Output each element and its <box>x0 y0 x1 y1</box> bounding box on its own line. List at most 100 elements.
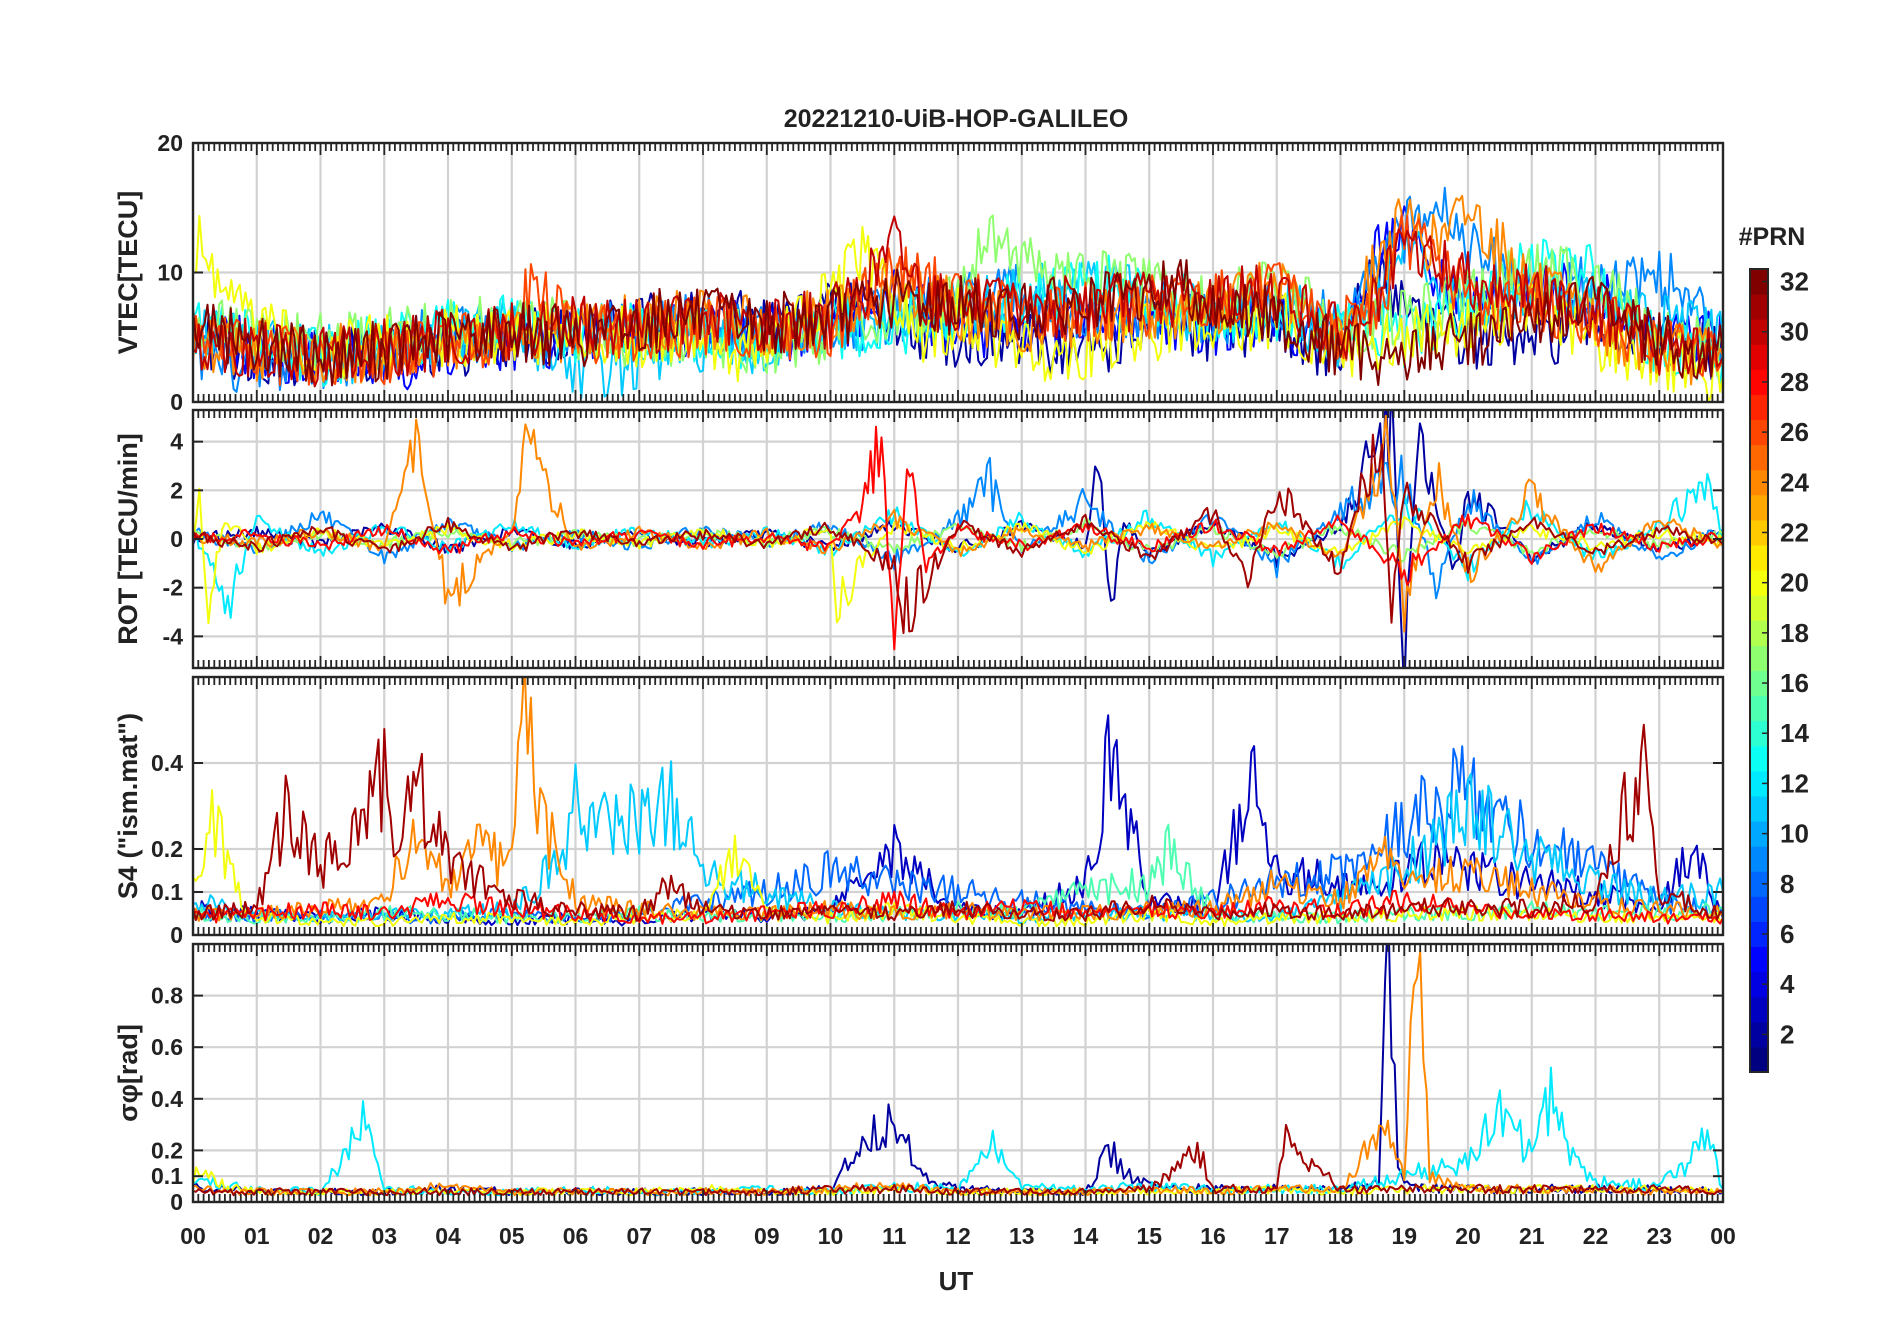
colorbar-segment <box>1750 570 1768 596</box>
x-tick-label: 22 <box>1583 1223 1609 1249</box>
grid <box>191 410 1725 668</box>
y-tick-label: 0 <box>170 1189 183 1215</box>
y-tick-label: 0.8 <box>151 983 183 1009</box>
colorbar-segment <box>1750 871 1768 897</box>
x-tick-label: 03 <box>371 1223 397 1249</box>
y-tick-label: 0.2 <box>151 1137 183 1163</box>
y-axis-label: ROT [TECU/min] <box>113 433 143 644</box>
colorbar-segment <box>1750 971 1768 998</box>
colorbar-segment <box>1750 795 1768 822</box>
colorbar-segment <box>1750 419 1768 446</box>
colorbar-frame <box>1749 268 1769 1073</box>
colorbar-segment <box>1750 770 1768 797</box>
x-tick-label: 20 <box>1455 1223 1481 1249</box>
colorbar-segment <box>1750 294 1768 320</box>
colorbar-segment <box>1750 720 1768 747</box>
colorbar-tick-label: 32 <box>1780 267 1809 297</box>
x-tick-label: 08 <box>690 1223 716 1249</box>
y-tick-label: -4 <box>163 623 184 649</box>
colorbar-tick-label: 24 <box>1780 467 1809 497</box>
y-tick-label: 0.4 <box>151 1086 183 1112</box>
series-group <box>193 410 1723 668</box>
panel-vtec: 0 10 20 VTEC[TECU] <box>113 130 1725 415</box>
series-prn-31 <box>193 723 1723 922</box>
axes-frame <box>191 942 1725 1204</box>
series-prn-32 <box>193 259 1723 387</box>
colorbar-tick-label: 30 <box>1780 317 1809 347</box>
axes-frame <box>191 408 1725 670</box>
colorbar-tick-label: 22 <box>1780 517 1809 547</box>
x-tick-label: 00 <box>1710 1223 1736 1249</box>
colorbar-segment <box>1750 469 1768 496</box>
y-tick-label: 2 <box>170 477 183 503</box>
x-tick-label: 15 <box>1136 1223 1162 1249</box>
colorbar-segment <box>1750 595 1768 621</box>
series-prn-24 <box>193 194 1723 386</box>
y-tick-label: 4 <box>170 429 183 455</box>
colorbar-segment <box>1750 745 1768 772</box>
colorbar-tick-label: 12 <box>1780 768 1809 798</box>
y-tick-label: 0 <box>170 526 183 552</box>
series-prn-13 <box>193 238 1723 388</box>
colorbar-segment <box>1750 494 1768 521</box>
axes-frame <box>191 675 1725 937</box>
x-tick-label: 14 <box>1073 1223 1099 1249</box>
colorbar-tick-label: 16 <box>1780 668 1809 698</box>
colorbar-segment <box>1750 645 1768 671</box>
colorbar-segment <box>1750 319 1768 345</box>
panel-rot: -4 -2 0 2 4 ROT [TECU/min] <box>113 408 1725 670</box>
colorbar-tick-label: 4 <box>1780 969 1795 999</box>
x-tick-label: 05 <box>499 1223 525 1249</box>
colorbar-segment <box>1750 545 1768 571</box>
colorbar-segment <box>1750 846 1768 872</box>
grid <box>191 944 1725 1204</box>
y-tick-label: 0 <box>170 922 183 948</box>
colorbar-tick-label: 20 <box>1780 568 1809 598</box>
x-tick-label: 11 <box>882 1223 907 1249</box>
colorbar-segment <box>1750 896 1768 922</box>
y-tick-label: 0 <box>170 389 183 415</box>
series-prn-24 <box>193 414 1723 633</box>
x-tick-labels: 00 01 02 03 04 05 06 07 08 09 10 11 12 13 14 15 16 17 18 19… <box>180 1223 1736 1249</box>
colorbar-tick-label: 10 <box>1780 819 1809 849</box>
x-tick-label: 23 <box>1646 1223 1672 1249</box>
y-tick-label: 20 <box>157 130 183 156</box>
colorbar-tick-label: 26 <box>1780 417 1809 447</box>
x-tick-label: 09 <box>754 1223 780 1249</box>
colorbar-tick-label: 2 <box>1780 1019 1794 1049</box>
x-tick-label: 04 <box>435 1223 461 1249</box>
colorbar-tick-label: 28 <box>1780 367 1809 397</box>
colorbar-segment <box>1750 695 1768 722</box>
grid <box>191 677 1725 937</box>
colorbar-tick-label: 18 <box>1780 618 1809 648</box>
series-prn-30 <box>193 215 1723 388</box>
x-tick-label: 07 <box>626 1223 652 1249</box>
figure-title: 20221210-UiB-HOP-GALILEO <box>784 105 1129 133</box>
colorbar-segment <box>1750 996 1768 1023</box>
series-prn-20 <box>193 789 1723 928</box>
y-tick-label: 0.6 <box>151 1034 183 1060</box>
x-tick-label: 16 <box>1200 1223 1226 1249</box>
colorbar-segment <box>1750 394 1768 421</box>
colorbar-segment <box>1750 821 1768 847</box>
colorbar-segment <box>1750 921 1768 948</box>
y-axis-label: σφ[rad] <box>113 1024 143 1122</box>
y-tick-label: 0.4 <box>151 750 183 776</box>
x-tick-label: 18 <box>1328 1223 1354 1249</box>
colorbar-segment <box>1750 1046 1768 1073</box>
x-tick-label: 19 <box>1391 1223 1417 1249</box>
series-prn-28 <box>193 425 1723 651</box>
panel-sigma_phi: 00.10.2 0.4 0.6 0.8 σφ[rad] <box>113 942 1725 1215</box>
x-tick-label: 13 <box>1009 1223 1035 1249</box>
x-tick-label: 17 <box>1264 1223 1290 1249</box>
y-tick-label: 0.2 <box>151 836 183 862</box>
x-tick-label: 01 <box>244 1223 270 1249</box>
y-axis-label: VTEC[TECU] <box>113 191 143 355</box>
x-tick-label: 06 <box>563 1223 589 1249</box>
colorbar-segment <box>1750 344 1768 370</box>
x-tick-label: 02 <box>308 1223 334 1249</box>
y-tick-label: -2 <box>163 575 183 601</box>
x-tick-label: 00 <box>180 1223 206 1249</box>
